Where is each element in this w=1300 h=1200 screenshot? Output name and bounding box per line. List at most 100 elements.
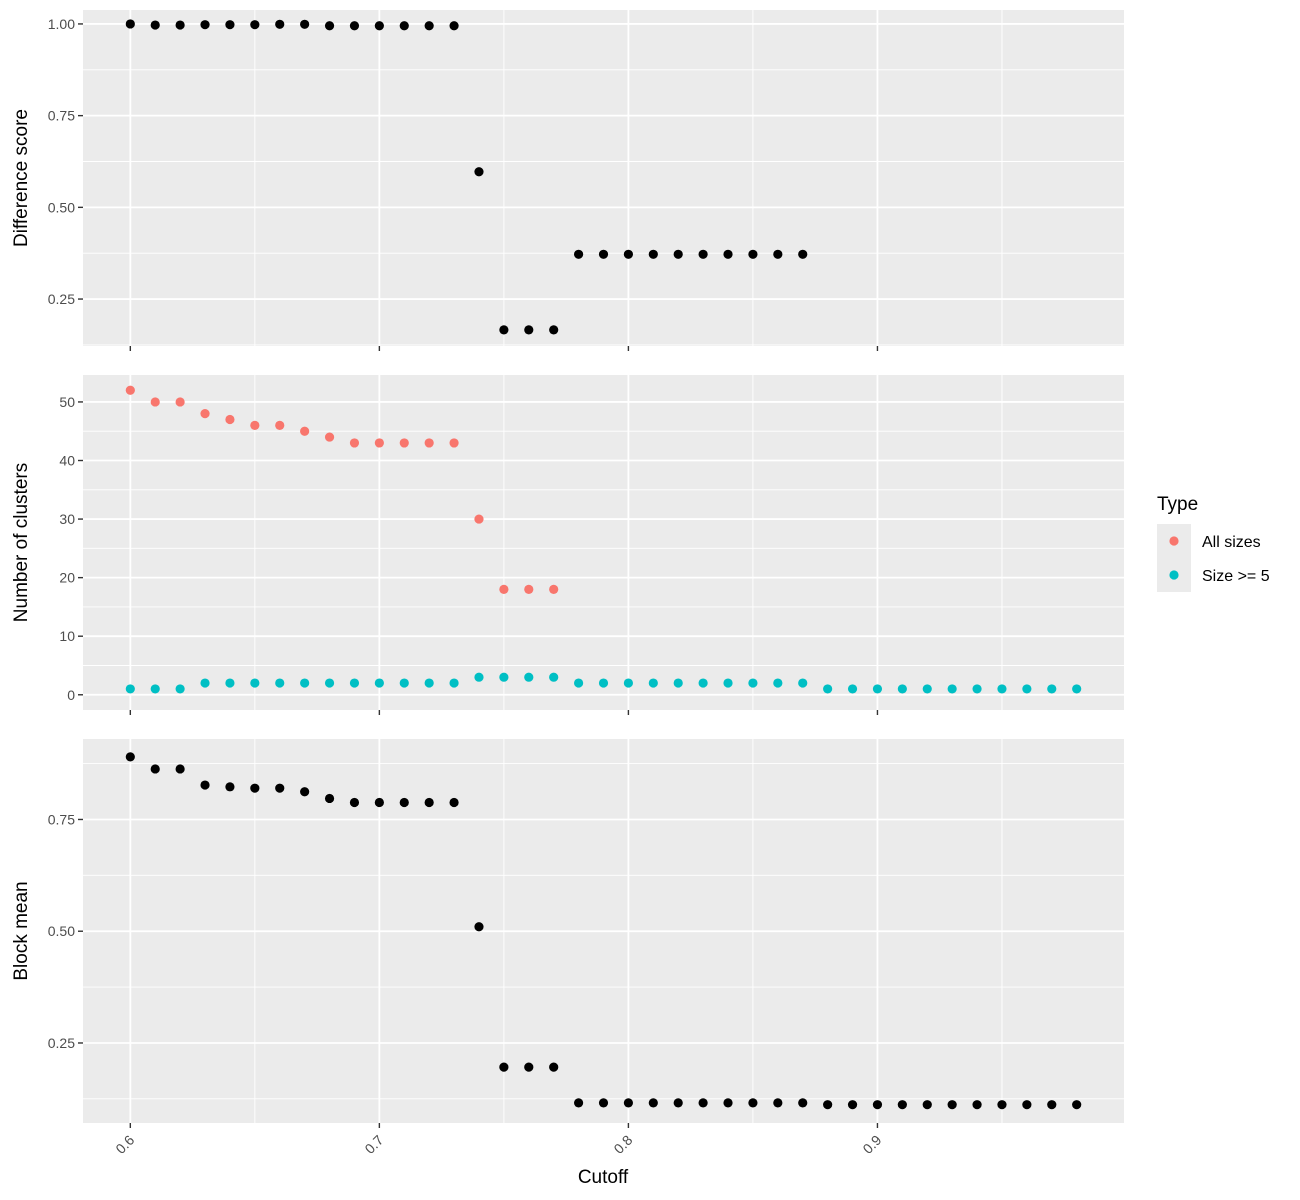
data-point: [823, 684, 833, 694]
y-tick-label: 0.50: [48, 199, 75, 215]
y-axis-title: Number of clusters: [11, 463, 32, 622]
data-point: [424, 797, 434, 808]
data-point: [300, 426, 310, 436]
data-point: [847, 1100, 858, 1110]
data-point: [623, 1098, 634, 1108]
data-point: [798, 1098, 808, 1108]
y-tick-label: 0.25: [48, 291, 75, 307]
data-point: [773, 1098, 783, 1108]
data-point: [1022, 684, 1032, 694]
data-point: [823, 1100, 833, 1110]
data-point: [474, 672, 484, 682]
data-point: [549, 584, 559, 594]
data-point: [897, 1100, 907, 1110]
data-point: [723, 1098, 733, 1108]
data-point: [449, 678, 459, 688]
x-tick-label: 0.7: [361, 1132, 386, 1157]
data-point: [648, 1098, 658, 1108]
data-point: [524, 584, 534, 594]
data-point: [922, 1100, 932, 1110]
data-point: [524, 1062, 534, 1072]
data-point: [748, 249, 758, 259]
data-point: [648, 249, 658, 259]
data-point: [449, 21, 459, 31]
data-point: [225, 414, 235, 425]
x-tick-label: 0.9: [859, 1132, 884, 1157]
data-point: [573, 249, 584, 259]
data-point: [847, 684, 858, 694]
data-point: [698, 678, 708, 688]
data-point: [349, 797, 360, 808]
data-point: [250, 420, 260, 430]
data-point: [972, 684, 982, 694]
panel-background: [83, 375, 1124, 710]
legend-entry: All sizes: [1157, 524, 1261, 558]
data-point: [947, 1100, 957, 1110]
data-point: [275, 420, 285, 430]
data-point: [499, 325, 509, 335]
difference-score-panel: 0.25 0.50 0.75 1.00 Difference score: [11, 10, 1124, 351]
data-point: [723, 249, 733, 259]
data-point: [399, 797, 409, 808]
data-point: [1022, 1100, 1032, 1110]
data-point: [225, 782, 235, 792]
data-point: [773, 678, 783, 688]
y-tick-label: 0.75: [48, 811, 75, 827]
y-tick-label: 30: [59, 511, 75, 527]
data-point: [897, 684, 907, 694]
data-point: [673, 1098, 683, 1108]
data-point: [200, 409, 210, 419]
data-point: [549, 672, 559, 682]
data-point: [1047, 684, 1057, 694]
data-point: [349, 678, 360, 688]
data-point: [474, 514, 484, 524]
x-tick-label: 0.6: [112, 1132, 137, 1157]
y-tick-label: 20: [59, 570, 75, 586]
data-point: [623, 678, 634, 688]
data-point: [698, 249, 708, 259]
data-point: [499, 672, 509, 682]
data-point: [972, 1100, 982, 1110]
data-point: [598, 1098, 609, 1108]
data-point: [150, 764, 160, 774]
data-point: [300, 678, 310, 688]
data-point: [524, 325, 534, 335]
data-point: [648, 678, 658, 688]
number-of-clusters-panel: 0 10 20 30 40 50 Number of clusters: [11, 375, 1124, 715]
data-point: [598, 249, 609, 259]
data-point: [349, 21, 360, 31]
data-point: [922, 684, 932, 694]
data-point: [474, 922, 484, 932]
legend-key-point: [1169, 570, 1179, 580]
data-point: [598, 678, 609, 688]
data-point: [125, 385, 135, 395]
data-point: [872, 1100, 883, 1110]
data-point: [549, 1062, 559, 1072]
data-point: [474, 167, 484, 177]
data-point: [524, 672, 534, 682]
y-tick-label: 40: [59, 453, 75, 469]
data-point: [449, 438, 459, 448]
data-point: [225, 20, 235, 30]
data-point: [150, 684, 160, 694]
data-point: [872, 684, 883, 694]
y-axis-title: Block mean: [11, 881, 32, 980]
data-point: [573, 678, 584, 688]
data-point: [449, 797, 459, 808]
y-tick-label: 0.75: [48, 108, 75, 124]
data-point: [150, 20, 160, 30]
data-point: [1072, 1100, 1082, 1110]
y-tick-label: 10: [59, 628, 75, 644]
data-point: [748, 1098, 758, 1108]
data-point: [723, 678, 733, 688]
data-point: [374, 678, 384, 688]
data-point: [997, 1100, 1007, 1110]
legend-key-point: [1169, 536, 1179, 546]
legend: Type All sizes Size >= 5: [1157, 494, 1270, 592]
data-point: [175, 397, 185, 407]
data-point: [374, 797, 384, 808]
data-point: [798, 249, 808, 259]
x-tick-label: 0.8: [610, 1132, 635, 1157]
legend-entry-label: All sizes: [1202, 534, 1261, 551]
